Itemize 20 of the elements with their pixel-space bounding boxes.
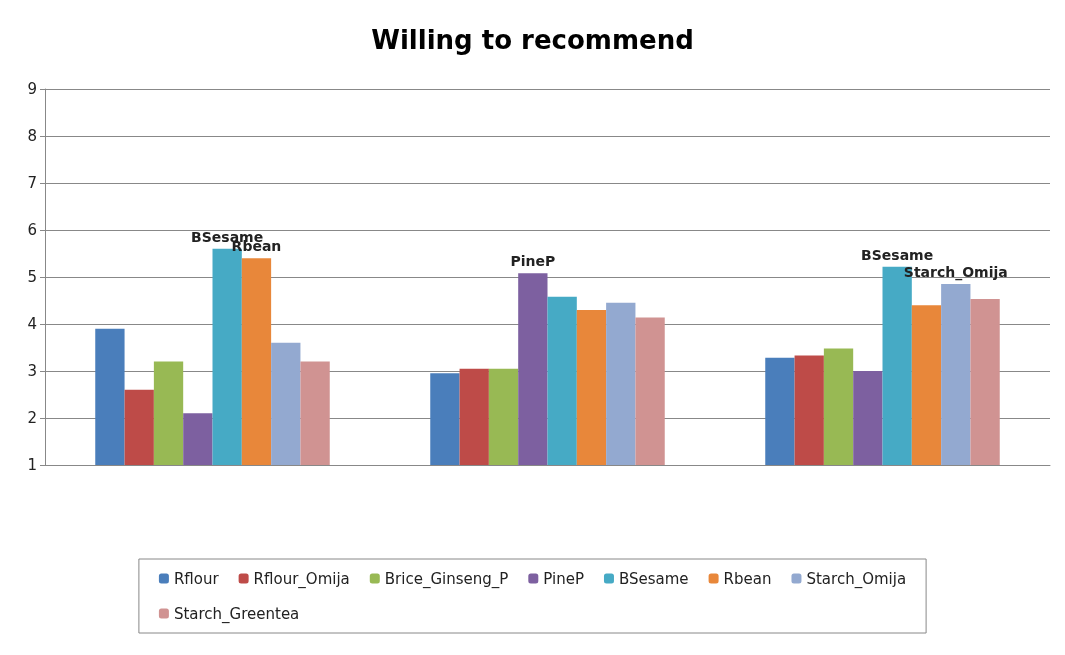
y-tick-label: 3	[27, 362, 37, 380]
chart-title: Willing to recommend	[371, 25, 694, 55]
legend-label: Rflour	[173, 569, 220, 588]
y-tick-label: 2	[27, 409, 37, 427]
legend-label: Rflour_Omija	[253, 569, 350, 589]
y-tick-label: 9	[27, 80, 37, 98]
legend-label: PineP	[543, 569, 584, 588]
y-tick-label: 6	[27, 221, 37, 239]
legend-label: Brice_Ginseng_P	[384, 569, 509, 589]
data-label: PineP	[510, 253, 556, 270]
y-tick-label: 8	[27, 127, 37, 145]
legend-label: BSesame	[618, 569, 689, 588]
y-tick-label: 1	[27, 456, 37, 474]
y-tick-label: 7	[27, 174, 37, 192]
legend-label: Rbean	[723, 569, 772, 588]
y-tick-label: 5	[27, 268, 37, 286]
legend-label: Starch_Greentea	[173, 604, 300, 624]
y-tick-label: 4	[27, 315, 37, 333]
data-label: BSesame	[861, 246, 934, 263]
legend-label: Starch_Omija	[806, 569, 907, 589]
